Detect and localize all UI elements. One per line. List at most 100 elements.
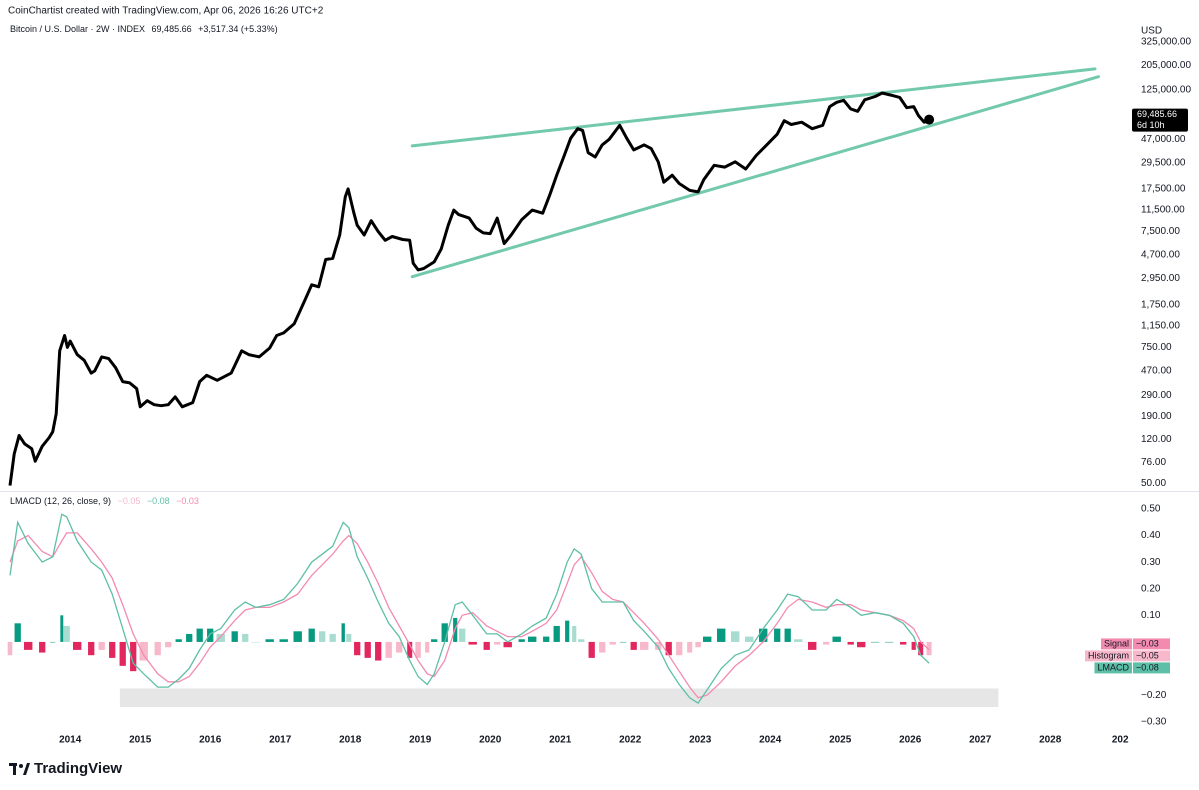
histogram-bar <box>483 641 490 650</box>
x-tick-label: 2016 <box>199 735 222 746</box>
x-tick-label: 2024 <box>759 735 782 746</box>
histogram-bar <box>926 641 932 656</box>
y-tick-label: 0.10 <box>1141 610 1161 621</box>
histogram-bar <box>630 641 637 650</box>
histogram-bar <box>665 641 672 656</box>
histogram-bar <box>341 623 345 642</box>
badge-value-bg <box>1133 650 1170 662</box>
histogram-bar <box>918 641 924 656</box>
histogram-bar <box>231 631 238 642</box>
badge-value: −0.08 <box>1136 662 1159 672</box>
badge-name: Histogram <box>1088 650 1129 660</box>
histogram-bar <box>7 641 13 656</box>
y-tick-label: 1,150.00 <box>1141 321 1180 332</box>
y-tick-label: 750.00 <box>1141 342 1172 353</box>
last-price-dot <box>924 114 935 125</box>
y-tick-label: 120.00 <box>1141 434 1172 445</box>
y-tick-label: 50.00 <box>1141 478 1166 489</box>
histogram-bar <box>774 628 781 642</box>
histogram-bar <box>196 628 203 642</box>
histogram-bar <box>572 625 577 642</box>
histogram-bar <box>279 639 288 642</box>
histogram-bar <box>832 636 841 642</box>
price-line <box>8 91 930 486</box>
badge-name: LMACD <box>1097 662 1129 672</box>
histogram-bar <box>745 636 754 642</box>
histogram-bar <box>441 623 448 642</box>
x-tick-label: 2018 <box>339 735 362 746</box>
histogram-bar <box>407 641 413 658</box>
histogram-bar <box>329 633 336 642</box>
histogram-bar <box>88 641 95 656</box>
legend-histogram: −0.05 <box>118 496 141 506</box>
histogram-bar <box>165 641 172 648</box>
y-tick-label: 1,750.00 <box>1141 299 1180 310</box>
histogram-bar <box>784 628 791 642</box>
y-tick-label: 0.40 <box>1141 530 1161 541</box>
x-tick-label: 2023 <box>689 735 712 746</box>
price-countdown: 6d 10h <box>1137 120 1165 130</box>
x-tick-label: 2017 <box>269 735 292 746</box>
credit: CoinChartist created with TradingView.co… <box>8 6 324 17</box>
histogram-bar <box>687 641 693 653</box>
legend-lmacd: −0.08 <box>147 496 170 506</box>
histogram-bar <box>528 636 537 642</box>
histogram-bar <box>731 631 740 642</box>
histogram-bar <box>759 628 768 642</box>
macd-line <box>9 532 930 699</box>
x-tick-label: 2015 <box>129 735 152 746</box>
histogram-bar <box>98 641 105 650</box>
badge-value: −0.03 <box>1136 638 1159 648</box>
price-badge <box>1132 108 1188 132</box>
macd-line <box>9 513 930 704</box>
y-axis-unit: USD <box>1141 26 1162 37</box>
histogram-bar <box>609 641 616 645</box>
x-tick-label: 2027 <box>969 735 992 746</box>
badge-name-bg <box>1084 650 1132 662</box>
histogram-bar <box>119 641 126 666</box>
y-tick-label: 125,000.00 <box>1141 85 1191 96</box>
x-tick-label: 2025 <box>829 735 852 746</box>
y-tick-label: 0.20 <box>1141 583 1161 594</box>
y-tick-label: 0.30 <box>1141 557 1161 568</box>
histogram-bar <box>655 641 662 650</box>
badge-value-bg <box>1133 662 1170 674</box>
histogram-bar <box>578 639 585 642</box>
footer-brand: TradingView <box>34 760 122 777</box>
y-tick-label: 290.00 <box>1141 390 1172 401</box>
histogram-bar <box>109 641 116 658</box>
histogram-bar <box>518 639 525 642</box>
x-tick-label: 2019 <box>409 735 432 746</box>
histogram-bar <box>565 620 570 642</box>
histogram-bar <box>885 641 894 643</box>
legend-signal: −0.03 <box>176 496 199 506</box>
badge-name-bg <box>1094 662 1132 674</box>
histogram-bar <box>553 625 560 642</box>
x-tick-label: 2014 <box>59 735 82 746</box>
histogram-bar <box>823 641 830 645</box>
y-tick-label: 17,500.00 <box>1141 184 1186 195</box>
y-tick-label: 470.00 <box>1141 366 1172 377</box>
trendline <box>410 67 1097 148</box>
y-tick-label: −0.20 <box>1141 690 1167 701</box>
histogram-bar <box>503 641 512 648</box>
legend-change: +3,517.34 (+5.33%) <box>198 24 278 34</box>
trendline <box>410 75 1100 279</box>
histogram-bar <box>871 641 880 643</box>
x-tick-label: 2022 <box>619 735 642 746</box>
macd-title: LMACD (12, 26, close, 9) <box>10 496 111 506</box>
histogram-bar <box>139 641 148 661</box>
histogram-bar <box>431 639 438 642</box>
x-tick-label: 2028 <box>1039 735 1062 746</box>
histogram-bar <box>676 641 683 656</box>
histogram-bar <box>620 641 627 643</box>
macd-legend: LMACD (12, 26, close, 9) −0.05 −0.08 −0.… <box>10 496 199 506</box>
y-tick-label: 7,500.00 <box>1141 226 1180 237</box>
histogram-bar <box>794 639 803 642</box>
histogram-bar <box>599 641 606 653</box>
histogram-bar <box>808 641 817 650</box>
histogram-bar <box>494 641 501 645</box>
y-tick-label: 2,950.00 <box>1141 273 1180 284</box>
